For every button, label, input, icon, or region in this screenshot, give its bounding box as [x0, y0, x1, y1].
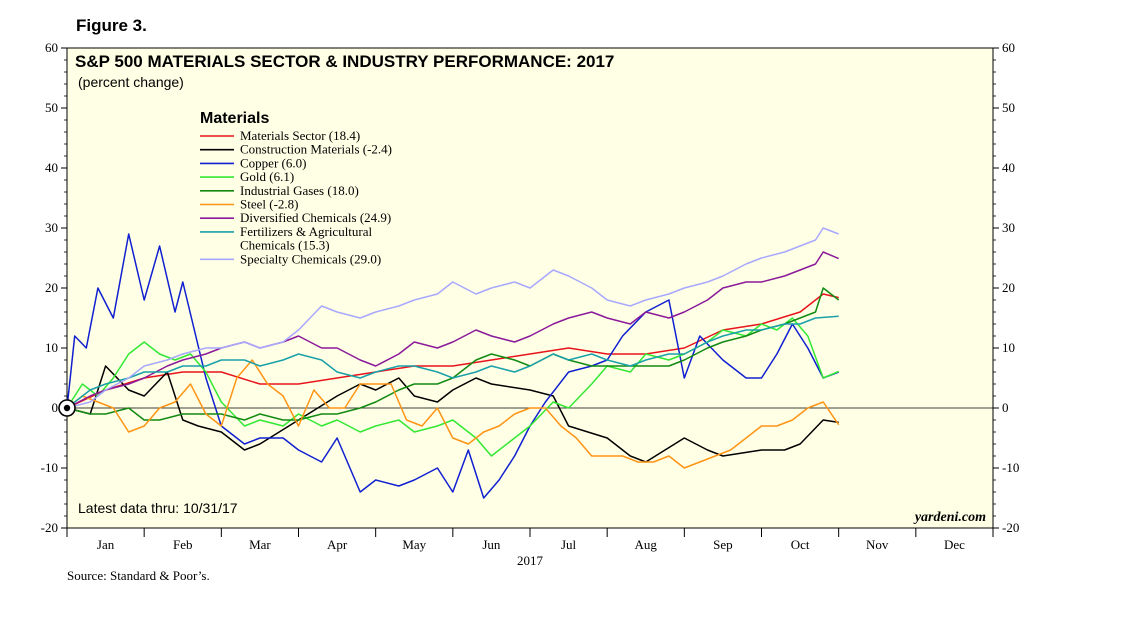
y-tick-label-right: 0: [1002, 400, 1009, 415]
y-tick-label-left: -20: [41, 520, 58, 535]
x-tick-label: Sep: [713, 537, 733, 552]
zero-marker: [58, 399, 76, 417]
series-line: [66, 251, 839, 409]
x-tick-label: Feb: [173, 537, 193, 552]
series-line: [66, 287, 840, 421]
series-line: [66, 365, 839, 463]
x-tick-label: Aug: [635, 537, 658, 552]
y-tick-label-left: 10: [45, 340, 58, 355]
y-tick-label-left: 40: [45, 160, 58, 175]
legend-title: Materials: [200, 110, 269, 127]
y-tick-label-left: 50: [45, 100, 58, 115]
y-axis-left: -20 -10 0 10 20 30 40 50 60: [41, 40, 67, 535]
y-tick-label-right: 40: [1002, 160, 1015, 175]
x-axis: Jan Feb Mar Apr May Jun Jul Aug Sep Oct Nov Dec: [66, 528, 994, 552]
legend-entry: Gold (6.1): [240, 169, 294, 184]
y-tick-label-right: -10: [1002, 460, 1019, 475]
y-tick-label-right: -20: [1002, 520, 1019, 535]
series-group: [66, 227, 840, 499]
legend-entry: Construction Materials (-2.4): [240, 142, 392, 157]
legend: Materials Sector (18.4)Construction Mate…: [200, 128, 392, 266]
legend-entry: Industrial Gases (18.0): [240, 183, 359, 198]
y-tick-label-left: 0: [52, 400, 59, 415]
series-line: [66, 359, 840, 469]
y-axis-right: -20 -10 0 10 20 30 40 50 60: [993, 40, 1019, 535]
x-tick-label: Mar: [249, 537, 271, 552]
latest-data-note: Latest data thru: 10/31/17: [78, 500, 238, 516]
legend-entry: Fertilizers & Agricultural: [240, 224, 373, 239]
legend-entry: Diversified Chemicals (24.9): [240, 210, 391, 225]
y-tick-label-left: -10: [41, 460, 58, 475]
x-axis-label: 2017: [517, 553, 544, 568]
y-tick-label-right: 10: [1002, 340, 1015, 355]
y-tick-label-right: 30: [1002, 220, 1015, 235]
legend-entry: Chemicals (15.3): [240, 238, 330, 253]
x-tick-label: May: [402, 537, 426, 552]
x-tick-label: Apr: [327, 537, 348, 552]
figure-label: Figure 3.: [76, 16, 147, 35]
x-tick-label: Jul: [561, 537, 577, 552]
y-tick-label-left: 20: [45, 280, 58, 295]
y-tick-label-right: 20: [1002, 280, 1015, 295]
series-line: [66, 233, 839, 499]
legend-entry: Steel (-2.8): [240, 197, 298, 212]
x-tick-label: Jan: [97, 537, 115, 552]
watermark: yardeni.com: [913, 510, 986, 525]
x-tick-label: Dec: [944, 537, 965, 552]
x-tick-label: Jun: [482, 537, 501, 552]
legend-entry: Specialty Chemicals (29.0): [240, 251, 381, 266]
chart-subtitle: (percent change): [78, 74, 184, 90]
series-line: [66, 227, 839, 409]
x-tick-label: Nov: [866, 537, 889, 552]
series-line: [66, 315, 839, 409]
source-note: Source: Standard & Poor’s.: [67, 568, 210, 583]
y-tick-label-left: 30: [45, 220, 58, 235]
legend-entry: Copper (6.0): [240, 155, 306, 170]
y-tick-label-right: 50: [1002, 100, 1015, 115]
y-tick-label-left: 60: [45, 40, 58, 55]
x-tick-label: Oct: [791, 537, 810, 552]
legend-entry: Materials Sector (18.4): [240, 128, 360, 143]
chart-title: S&P 500 MATERIALS SECTOR & INDUSTRY PERF…: [75, 52, 614, 71]
y-tick-label-right: 60: [1002, 40, 1015, 55]
